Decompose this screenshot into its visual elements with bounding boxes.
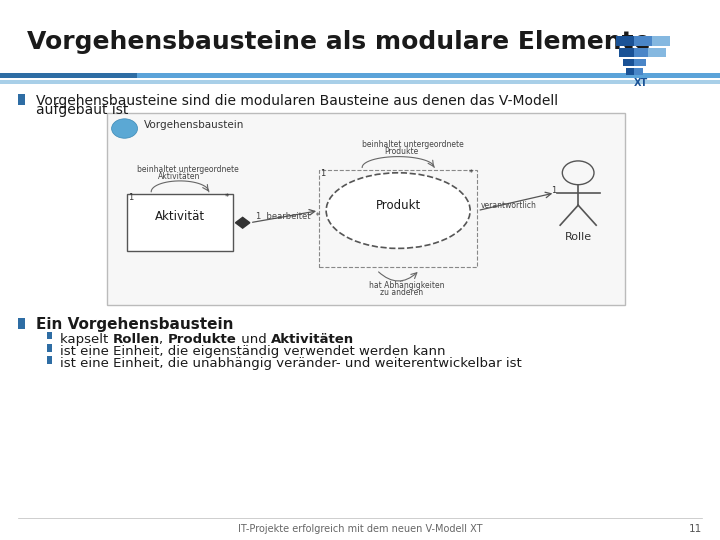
Bar: [47, 344, 52, 352]
Text: Aktivität: Aktivität: [155, 210, 205, 223]
Text: Vorgehensbausteine sind die modularen Bausteine aus denen das V-Modell: Vorgehensbausteine sind die modularen Ba…: [36, 94, 558, 108]
Text: Vorgehensbaustein: Vorgehensbaustein: [144, 120, 244, 130]
Text: Produkt: Produkt: [376, 199, 420, 212]
Text: Produkte: Produkte: [384, 147, 418, 157]
Text: 11: 11: [689, 524, 702, 534]
Circle shape: [112, 119, 138, 138]
Bar: [319, 170, 477, 267]
Text: Aktivitäten: Aktivitäten: [158, 172, 201, 181]
Text: 1: 1: [320, 169, 325, 178]
Text: 1  bearbeitet  *: 1 bearbeitet *: [256, 212, 320, 221]
Bar: [648, 48, 666, 57]
Text: *: *: [225, 193, 229, 202]
Text: aufgebaut ist: aufgebaut ist: [36, 103, 128, 117]
Text: Produkte: Produkte: [168, 333, 236, 346]
Text: XT: XT: [634, 78, 648, 88]
Text: *: *: [469, 169, 473, 178]
Text: und: und: [236, 333, 271, 346]
Text: Vorgehensbausteine als modulare Elemente: Vorgehensbausteine als modulare Elemente: [27, 30, 651, 53]
Bar: [619, 48, 634, 57]
Bar: [626, 68, 634, 75]
Bar: [623, 59, 634, 66]
Text: Ein Vorgehensbaustein: Ein Vorgehensbaustein: [36, 317, 233, 332]
Ellipse shape: [326, 173, 470, 248]
Bar: [634, 59, 646, 66]
Bar: [18, 318, 25, 329]
Bar: [652, 36, 670, 46]
Text: hat Abhängigkeiten: hat Abhängigkeiten: [369, 281, 445, 290]
Text: Rollen: Rollen: [112, 333, 159, 346]
Text: 1: 1: [551, 186, 556, 195]
Text: ist eine Einheit, die eigenständig verwendet werden kann: ist eine Einheit, die eigenständig verwe…: [60, 345, 445, 358]
Text: verantwortlich: verantwortlich: [481, 201, 537, 210]
Text: IT-Projekte erfolgreich mit dem neuen V-Modell XT: IT-Projekte erfolgreich mit dem neuen V-…: [238, 524, 482, 534]
Text: kapselt: kapselt: [60, 333, 112, 346]
Text: ,: ,: [159, 333, 168, 346]
Bar: [634, 68, 643, 75]
Text: Rolle: Rolle: [564, 232, 592, 242]
Text: zu anderen: zu anderen: [380, 288, 423, 297]
Text: ist eine Einheit, die unabhängig veränder- und weiterentwickelbar ist: ist eine Einheit, die unabhängig verände…: [60, 357, 521, 370]
Bar: [0, 73, 137, 78]
Bar: [107, 113, 625, 305]
Text: 1: 1: [128, 193, 133, 202]
Text: Aktivitäten: Aktivitäten: [271, 333, 354, 346]
Text: beinhaltet untergeordnete: beinhaltet untergeordnete: [362, 140, 464, 150]
Bar: [137, 73, 720, 78]
Bar: [18, 94, 25, 105]
Bar: [634, 48, 648, 57]
Bar: [616, 36, 634, 46]
Bar: [47, 356, 52, 364]
Polygon shape: [235, 217, 250, 228]
Bar: [47, 332, 52, 339]
Bar: [0, 80, 720, 84]
Bar: [634, 36, 652, 46]
Text: beinhaltet untergeordnete: beinhaltet untergeordnete: [137, 165, 238, 174]
Bar: [127, 194, 233, 251]
